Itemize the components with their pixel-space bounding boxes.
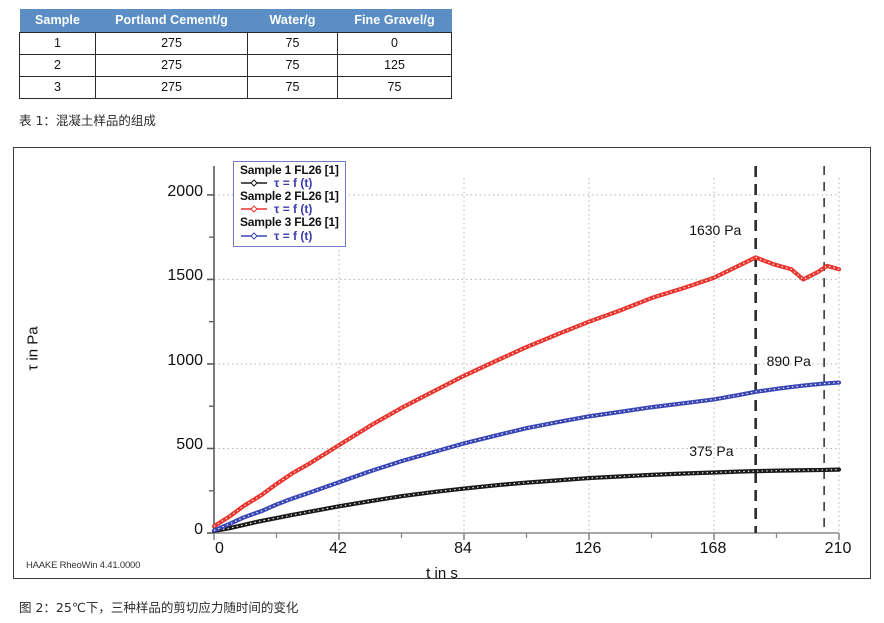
table-row: 2 275 75 125 <box>19 54 452 77</box>
cell-gravel: 125 <box>337 54 452 77</box>
table-row: 3 275 75 75 <box>19 76 452 99</box>
shear-stress-chart <box>207 166 842 540</box>
cell-cement: 275 <box>95 76 248 99</box>
x-tick-label: 0 <box>215 540 224 557</box>
cell-sample: 2 <box>19 54 96 77</box>
cell-sample: 1 <box>19 32 96 55</box>
legend-line-marker-icon <box>241 205 267 214</box>
software-version-label: HAAKE RheoWin 4.41.0000 <box>26 560 141 571</box>
value-annotation: 375 Pa <box>689 442 734 459</box>
value-annotation: 890 Pa <box>766 352 811 369</box>
cell-gravel: 0 <box>337 32 452 55</box>
x-axis-title: t in s <box>426 565 458 582</box>
table-header-cell-cement: Portland Cement/g <box>95 9 248 33</box>
series-marker-texture <box>213 469 840 532</box>
cell-water: 75 <box>247 32 338 55</box>
x-tick-label: 42 <box>329 540 347 557</box>
x-tick-label: 210 <box>824 540 852 557</box>
table-caption: 表 1：混凝土样品的组成 <box>19 113 156 128</box>
x-tick-label: 126 <box>574 540 602 557</box>
legend-function-label: τ = f (t) <box>274 176 313 191</box>
figure-caption: 图 2：25℃下，三种样品的剪切应力随时间的变化 <box>19 600 299 615</box>
chart-legend: Sample 1 FL26 [1] τ = f (t) Sample 2 FL2… <box>233 161 346 247</box>
legend-row-sample-2: τ = f (t) <box>240 202 339 216</box>
y-tick-label: 500 <box>176 436 203 454</box>
legend-title-sample-3: Sample 3 FL26 [1] <box>240 215 339 230</box>
y-tick-label: 1000 <box>167 351 203 369</box>
y-tick-label: 0 <box>194 521 203 538</box>
cell-water: 75 <box>247 76 338 99</box>
legend-function-label: τ = f (t) <box>274 202 313 217</box>
table-row: 1 275 75 0 <box>19 32 452 55</box>
value-annotation: 1630 Pa <box>689 221 742 238</box>
legend-function-label: τ = f (t) <box>274 228 313 243</box>
legend-title-sample-2: Sample 2 FL26 [1] <box>240 189 339 204</box>
figure-frame: HAAKE RheoWin 4.41.0000 Sample 1 FL26 [1… <box>13 147 871 579</box>
table-header-cell-gravel: Fine Gravel/g <box>337 9 452 33</box>
cell-cement: 275 <box>95 54 248 77</box>
series-line <box>211 467 842 534</box>
y-axis-title: τ in Pa <box>24 326 42 371</box>
composition-table: Sample Portland Cement/g Water/g Fine Gr… <box>19 9 452 99</box>
cell-gravel: 75 <box>337 76 452 99</box>
table-header-cell-water: Water/g <box>247 9 338 33</box>
table-header-cell-sample: Sample <box>19 9 96 33</box>
cell-cement: 275 <box>95 32 248 55</box>
legend-line-marker-icon <box>241 179 267 187</box>
y-tick-label: 2000 <box>167 182 203 200</box>
cell-sample: 3 <box>19 76 96 99</box>
series-line <box>211 380 842 533</box>
legend-row-sample-1: τ = f (t) <box>240 176 339 190</box>
x-tick-label: 168 <box>699 540 727 557</box>
y-tick-label: 1500 <box>167 267 203 285</box>
legend-title-sample-1: Sample 1 FL26 [1] <box>240 163 339 177</box>
legend-line-marker-icon <box>241 231 267 240</box>
table-header-row: Sample Portland Cement/g Water/g Fine Gr… <box>19 9 452 33</box>
series-marker-texture <box>213 382 840 531</box>
series-marker-texture <box>213 256 840 527</box>
x-tick-label: 84 <box>454 540 472 557</box>
cell-water: 75 <box>247 54 338 77</box>
legend-row-sample-3: τ = f (t) <box>240 229 339 243</box>
